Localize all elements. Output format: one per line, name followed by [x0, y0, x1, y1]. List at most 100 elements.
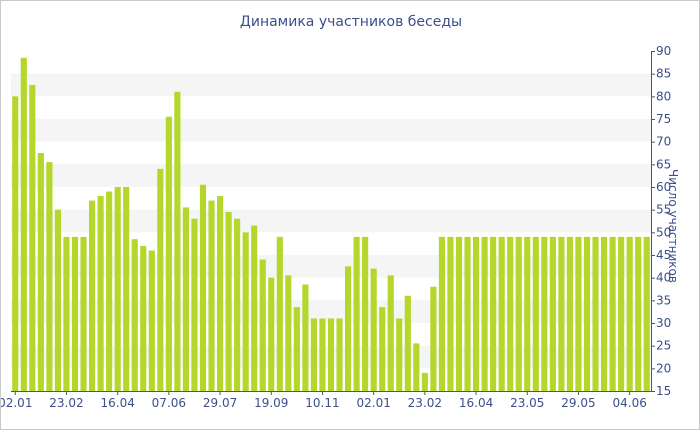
x-tick-label: 07.06 — [152, 396, 186, 410]
grid-band — [11, 119, 651, 142]
x-tick-label: 23.05 — [510, 396, 544, 410]
bar — [404, 295, 411, 391]
y-tick-label: 45 — [656, 248, 671, 262]
x-tick-label: 10.11 — [305, 396, 339, 410]
y-tick-label: 85 — [656, 67, 671, 81]
bar — [575, 236, 582, 391]
x-tick-label: 23.02 — [49, 396, 83, 410]
x-tick-label: 23.02 — [408, 396, 442, 410]
bar — [336, 318, 343, 391]
bar — [174, 91, 181, 392]
y-tick-label: 50 — [656, 225, 671, 239]
x-tick-label: 16.04 — [100, 396, 134, 410]
bar — [515, 236, 522, 391]
y-tick-label: 90 — [656, 44, 671, 58]
grid-band — [11, 164, 651, 187]
bar — [370, 268, 377, 391]
bar — [438, 236, 445, 391]
bar — [276, 236, 283, 391]
bar — [97, 196, 104, 391]
bar — [319, 318, 326, 391]
y-tick-label: 15 — [656, 384, 671, 398]
bar — [268, 277, 275, 391]
bar — [532, 236, 539, 391]
bar — [481, 236, 488, 391]
bar — [63, 236, 70, 391]
bar — [46, 162, 53, 391]
y-tick-label: 20 — [656, 361, 671, 375]
bar — [635, 236, 642, 391]
y-tick-label: 30 — [656, 316, 671, 330]
bar — [362, 236, 369, 391]
bar — [430, 286, 437, 391]
bar — [592, 236, 599, 391]
bar — [541, 236, 548, 391]
bar — [583, 236, 591, 391]
bar — [353, 236, 360, 391]
bar — [54, 209, 61, 391]
bar — [114, 187, 121, 391]
bar — [566, 236, 573, 391]
bar — [148, 250, 155, 391]
y-tick-label: 80 — [656, 89, 671, 103]
bar — [626, 236, 633, 391]
y-tick-label: 65 — [656, 157, 671, 171]
x-tick-label: 02.01 — [1, 396, 32, 410]
bar — [182, 207, 189, 391]
bar — [447, 236, 454, 391]
bar — [140, 245, 147, 391]
bar — [387, 275, 394, 391]
bar — [609, 236, 616, 391]
grid-band — [11, 73, 651, 97]
bar — [464, 236, 471, 391]
bar — [293, 307, 300, 391]
bar — [600, 236, 608, 391]
bar — [643, 236, 650, 391]
bar — [396, 318, 403, 391]
y-tick-label: 60 — [656, 180, 671, 194]
chart-title: Динамика участников беседы — [239, 14, 463, 30]
bar — [88, 200, 96, 391]
bar — [302, 284, 309, 391]
bar — [29, 85, 36, 391]
y-tick-label: 25 — [656, 339, 671, 353]
bar — [472, 236, 480, 391]
bar — [106, 191, 113, 391]
bar — [413, 343, 420, 391]
bar — [242, 232, 249, 391]
y-tick-label: 70 — [656, 135, 671, 149]
bar — [157, 168, 164, 391]
bar — [80, 236, 87, 391]
bar — [12, 96, 19, 391]
y-tick-label: 75 — [656, 112, 671, 126]
bar — [549, 236, 556, 391]
bar — [379, 307, 386, 391]
bar — [123, 187, 130, 391]
bar — [131, 239, 138, 391]
bar — [344, 266, 352, 391]
x-tick-label: 04.06 — [612, 396, 646, 410]
y-tick-label: 55 — [656, 203, 671, 217]
bar — [327, 318, 335, 391]
bar — [199, 184, 207, 391]
x-tick-label: 16.04 — [459, 396, 493, 410]
bar — [259, 259, 266, 391]
y-tick-label: 35 — [656, 293, 671, 307]
y-tick-label: 40 — [656, 271, 671, 285]
bar — [421, 372, 428, 391]
bar — [37, 153, 44, 391]
bar — [251, 225, 258, 391]
bar — [71, 236, 79, 391]
bar — [490, 236, 497, 391]
bar — [310, 318, 317, 391]
bar — [225, 211, 232, 391]
bar — [507, 236, 514, 391]
bar — [524, 236, 531, 391]
bar — [455, 236, 463, 391]
bar — [618, 236, 625, 391]
bar — [191, 218, 198, 391]
bar — [285, 275, 292, 391]
bar — [165, 116, 172, 391]
